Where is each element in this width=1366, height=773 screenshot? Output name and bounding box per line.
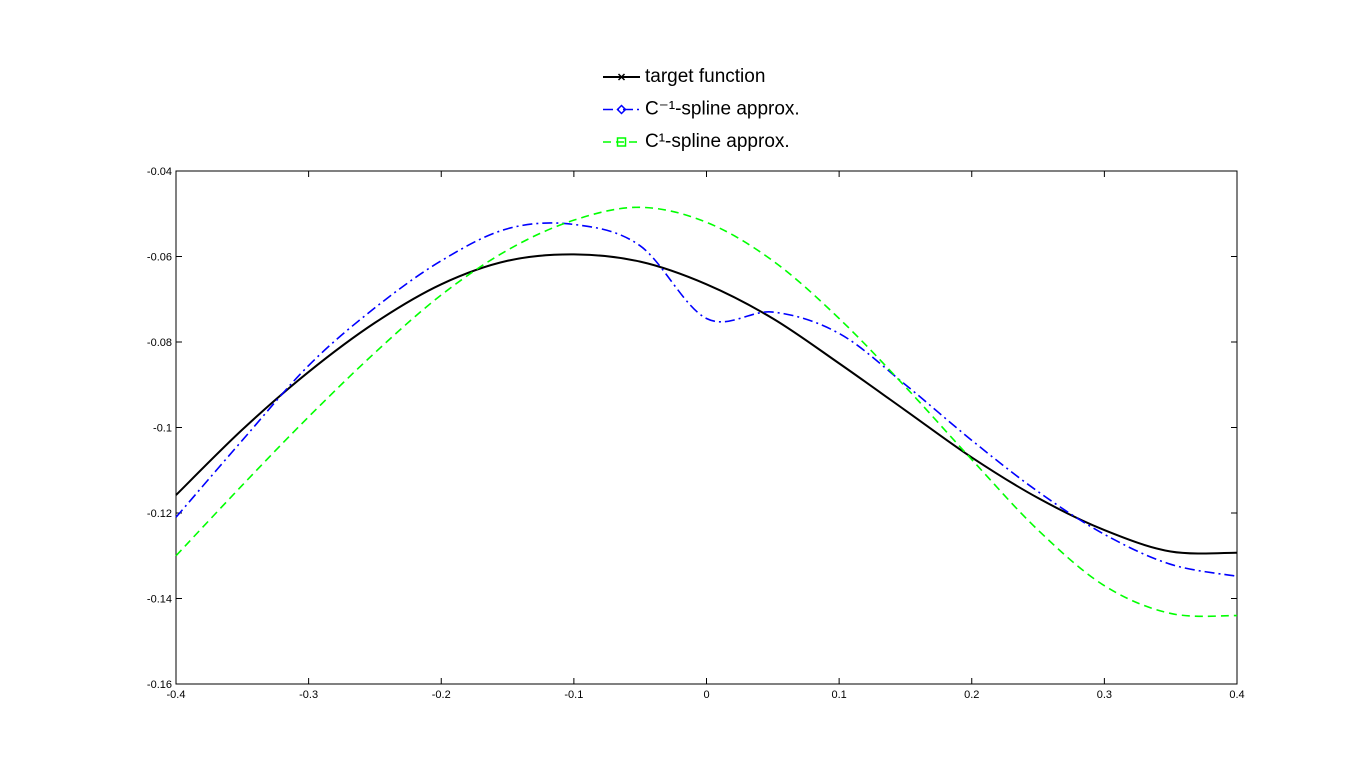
x-tick-label: -0.2 [432,689,451,701]
legend-marker [617,73,626,81]
plot-area [175,170,1238,685]
y-tick-label: -0.1 [153,423,172,435]
series-line [175,222,1238,578]
x-tick-label: 0.4 [1229,689,1244,701]
legend-label: target function [645,66,765,87]
legend-marker [616,104,627,115]
x-tick-label: -0.1 [564,689,583,701]
y-tick-label: -0.06 [147,252,172,264]
x-tick-label: -0.3 [299,689,318,701]
x-tick-label: 0.2 [964,689,979,701]
y-tick-label: -0.14 [147,594,172,606]
y-tick-label: -0.04 [147,166,172,178]
x-tick-label: 0 [703,689,709,701]
series-line [175,253,1238,555]
series-line [175,206,1238,618]
y-tick-label: -0.12 [147,508,172,520]
legend-marker [616,137,627,147]
legend-label: C⁻¹-spline approx. [645,99,800,120]
x-tick-label: 0.1 [831,689,846,701]
x-tick-label: 0.3 [1097,689,1112,701]
x-tick-label: -0.4 [167,689,186,701]
y-tick-label: -0.16 [147,679,172,691]
y-tick-label: -0.08 [147,337,172,349]
legend-label: C¹-spline approx. [645,131,790,152]
